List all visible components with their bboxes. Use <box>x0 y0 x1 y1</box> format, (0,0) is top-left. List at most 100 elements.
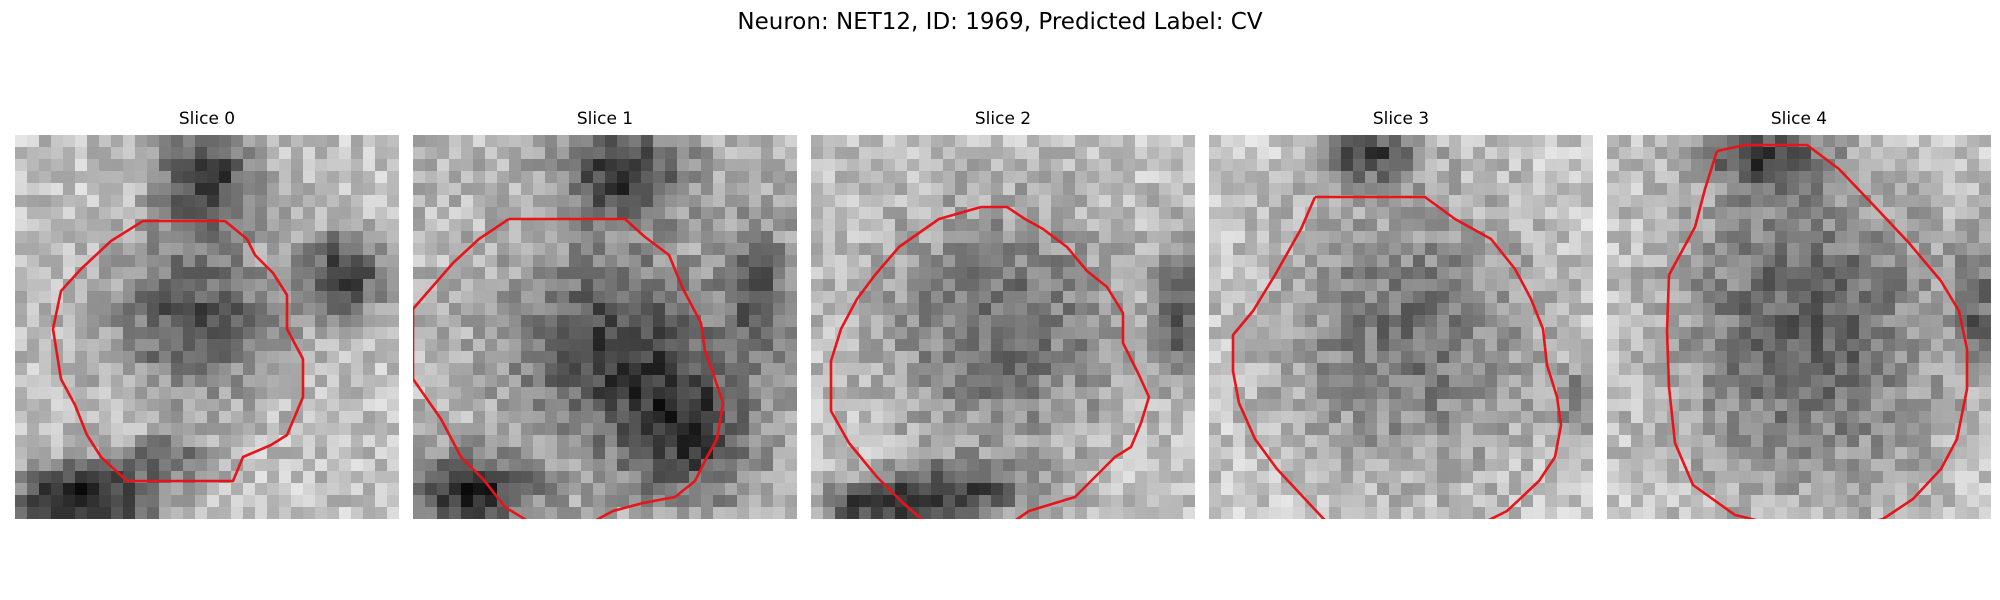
image-pixel <box>39 495 52 508</box>
image-pixel <box>895 351 908 364</box>
image-pixel <box>605 159 618 172</box>
image-pixel <box>1353 267 1366 280</box>
image-pixel <box>461 495 474 508</box>
image-pixel <box>1245 339 1258 352</box>
image-pixel <box>1305 183 1318 196</box>
image-pixel <box>907 363 920 376</box>
image-pixel <box>1545 219 1558 232</box>
image-pixel <box>509 327 522 340</box>
image-pixel <box>1533 363 1546 376</box>
image-pixel <box>63 339 76 352</box>
image-pixel <box>425 219 438 232</box>
image-pixel <box>51 219 64 232</box>
image-pixel <box>1281 447 1294 460</box>
image-pixel <box>63 159 76 172</box>
image-pixel <box>497 147 510 160</box>
image-pixel <box>1051 387 1064 400</box>
image-pixel <box>1123 387 1136 400</box>
image-pixel <box>1353 255 1366 268</box>
image-pixel <box>1159 291 1172 304</box>
image-pixel <box>1835 375 1848 388</box>
image-pixel <box>557 507 570 519</box>
image-pixel <box>39 447 52 460</box>
image-pixel <box>1691 375 1704 388</box>
image-pixel <box>1667 447 1680 460</box>
image-pixel <box>1449 339 1462 352</box>
image-pixel <box>653 267 666 280</box>
image-pixel <box>725 303 738 316</box>
image-pixel <box>1461 171 1474 184</box>
image-pixel <box>1123 315 1136 328</box>
image-pixel <box>1099 399 1112 412</box>
image-pixel <box>1437 147 1450 160</box>
image-pixel <box>1111 171 1124 184</box>
image-pixel <box>1099 219 1112 232</box>
image-pixel <box>1003 399 1016 412</box>
image-pixel <box>437 483 450 496</box>
image-pixel <box>1691 159 1704 172</box>
image-pixel <box>1389 315 1402 328</box>
image-pixel <box>1569 171 1582 184</box>
image-pixel <box>1643 315 1656 328</box>
image-pixel <box>545 375 558 388</box>
image-pixel <box>231 351 244 364</box>
image-pixel <box>207 195 220 208</box>
image-pixel <box>883 183 896 196</box>
image-pixel <box>1171 363 1184 376</box>
image-pixel <box>1209 291 1222 304</box>
image-pixel <box>159 195 172 208</box>
image-pixel <box>1703 135 1716 148</box>
image-pixel <box>327 291 340 304</box>
image-pixel <box>291 243 304 256</box>
image-pixel <box>1147 483 1160 496</box>
image-pixel <box>1775 399 1788 412</box>
image-pixel <box>1027 495 1040 508</box>
image-pixel <box>1317 387 1330 400</box>
image-pixel <box>279 483 292 496</box>
slice-svg-3 <box>1209 135 1593 519</box>
image-pixel <box>1353 411 1366 424</box>
image-pixel <box>171 339 184 352</box>
image-pixel <box>473 171 486 184</box>
image-pixel <box>1473 279 1486 292</box>
image-pixel <box>1159 435 1172 448</box>
image-pixel <box>1221 255 1234 268</box>
image-pixel <box>1075 375 1088 388</box>
image-pixel <box>123 291 136 304</box>
image-pixel <box>871 231 884 244</box>
image-pixel <box>195 363 208 376</box>
image-pixel <box>641 507 654 519</box>
image-pixel <box>1799 231 1812 244</box>
image-pixel <box>1847 339 1860 352</box>
image-pixel <box>159 459 172 472</box>
image-pixel <box>931 243 944 256</box>
image-pixel <box>1557 183 1570 196</box>
image-pixel <box>171 243 184 256</box>
image-pixel <box>991 471 1004 484</box>
image-pixel <box>895 399 908 412</box>
image-pixel <box>1557 219 1570 232</box>
image-pixel <box>1087 375 1100 388</box>
image-pixel <box>291 291 304 304</box>
image-pixel <box>737 243 750 256</box>
image-pixel <box>99 159 112 172</box>
image-pixel <box>461 339 474 352</box>
image-pixel <box>1967 435 1980 448</box>
image-pixel <box>461 459 474 472</box>
image-pixel <box>581 279 594 292</box>
image-pixel <box>701 147 714 160</box>
image-pixel <box>955 159 968 172</box>
image-pixel <box>1027 291 1040 304</box>
image-pixel <box>1437 327 1450 340</box>
image-pixel <box>1437 315 1450 328</box>
image-pixel <box>195 243 208 256</box>
image-pixel <box>1871 147 1884 160</box>
image-pixel <box>413 363 426 376</box>
image-pixel <box>1883 231 1896 244</box>
image-pixel <box>1003 387 1016 400</box>
image-pixel <box>1919 375 1932 388</box>
image-pixel <box>1521 267 1534 280</box>
image-pixel <box>437 279 450 292</box>
image-pixel <box>629 351 642 364</box>
image-pixel <box>413 495 426 508</box>
